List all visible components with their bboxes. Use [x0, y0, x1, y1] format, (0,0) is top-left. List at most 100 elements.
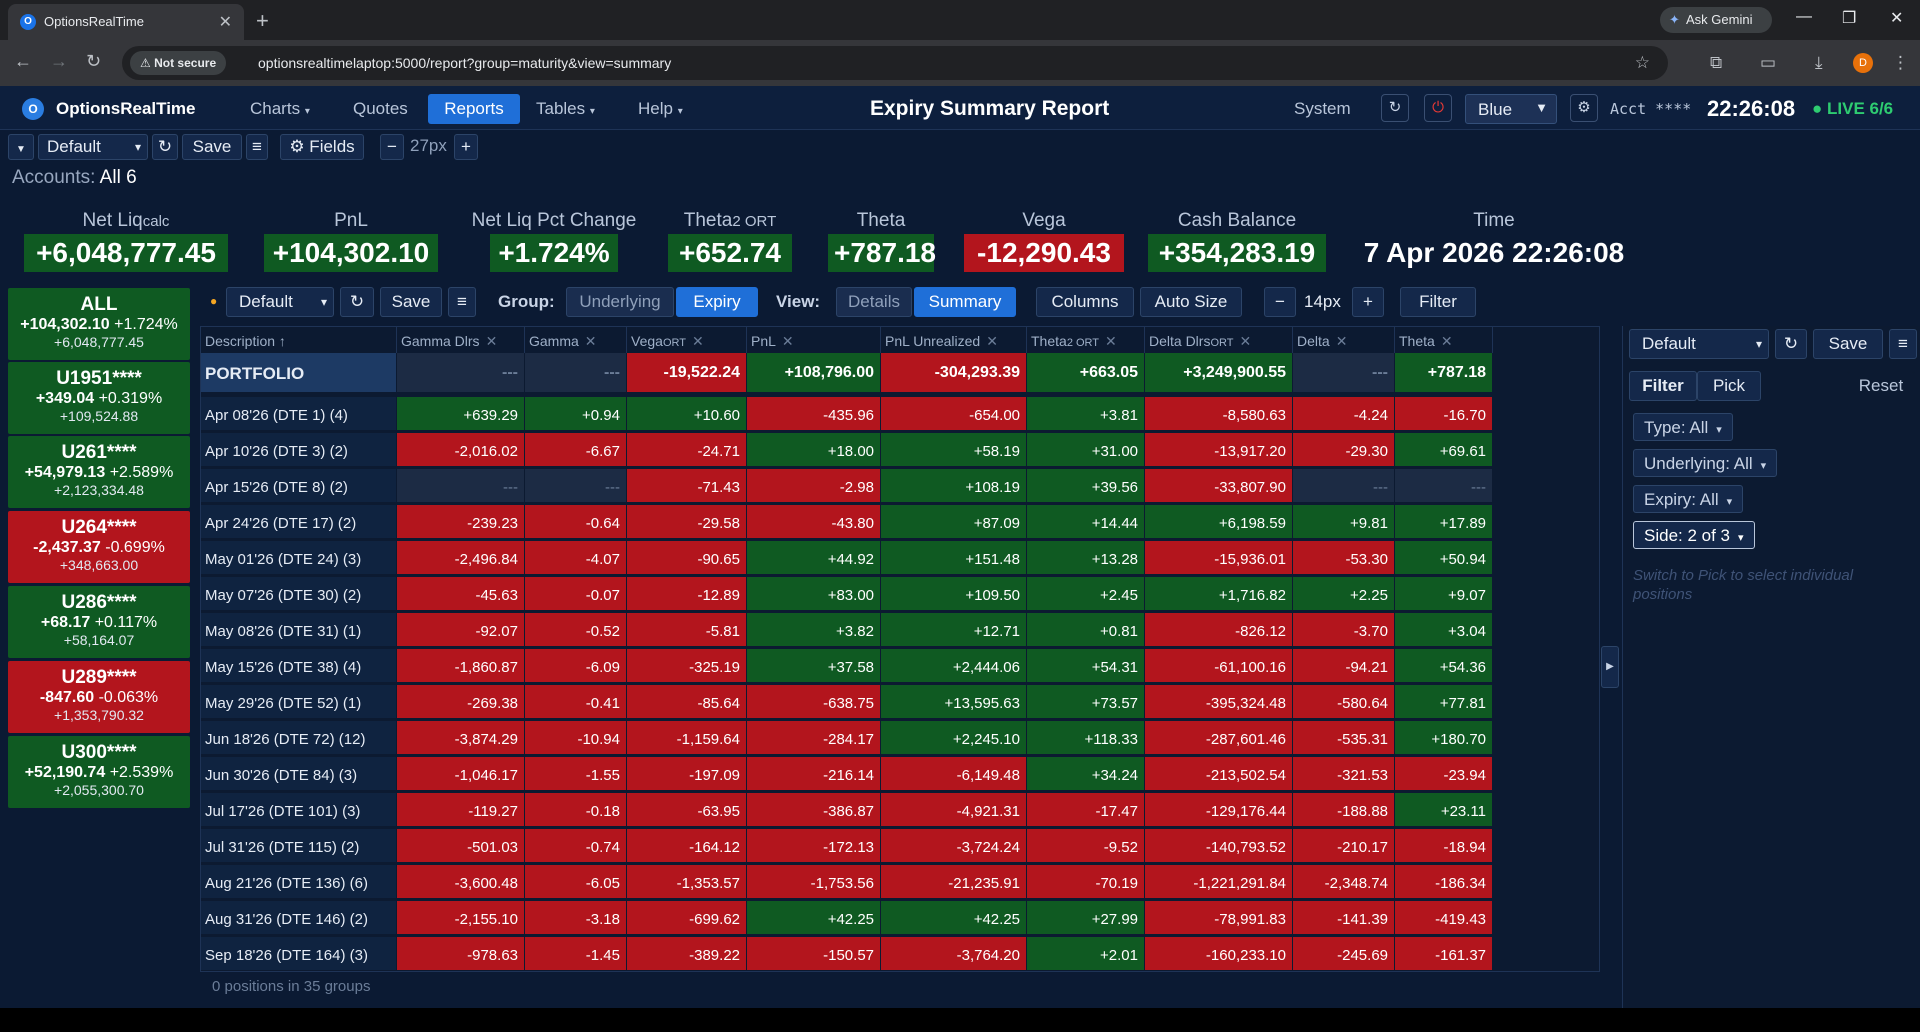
remove-column-icon[interactable]: ✕ [1440, 333, 1453, 349]
column-header[interactable]: Theta ✕ [1395, 327, 1493, 353]
account-card[interactable]: U286**** +68.17 +0.117% +58,164.07 [8, 586, 190, 658]
table-font-increase-button[interactable]: + [1352, 287, 1384, 317]
tab-pick[interactable]: Pick [1697, 371, 1761, 401]
menu-quotes[interactable]: Quotes [353, 99, 408, 118]
new-tab-icon[interactable]: + [256, 8, 269, 33]
forward-icon[interactable]: → [50, 51, 68, 71]
ask-gemini-button[interactable]: ✦ Ask Gemini [1660, 7, 1772, 33]
browser-tab[interactable]: O OptionsRealTime ✕ [8, 4, 244, 40]
group-underlying-button[interactable]: Underlying [566, 287, 674, 317]
minimize-icon[interactable]: — [1796, 8, 1812, 25]
column-header[interactable]: Gamma ✕ [525, 327, 627, 353]
remove-column-icon[interactable]: ✕ [1335, 333, 1348, 349]
table-cell: +9.81 [1293, 505, 1395, 539]
layout-menu-button[interactable]: ≡ [246, 134, 268, 160]
theme-select[interactable]: Blue ▼ [1465, 94, 1557, 124]
table-cell: -4,921.31 [881, 793, 1027, 827]
column-header-label: Vega [631, 333, 663, 349]
layout-select[interactable]: Default ▾ [38, 134, 148, 160]
table-cell: --- [525, 353, 627, 393]
table-menu-button[interactable]: ≡ [448, 287, 476, 317]
table-cell: --- [1395, 469, 1493, 503]
column-header[interactable]: Delta ✕ [1293, 327, 1395, 353]
account-card-all[interactable]: ALL +104,302.10 +1.724% +6,048,777.45 [8, 288, 190, 360]
font-decrease-button[interactable]: − [380, 134, 404, 160]
account-card[interactable]: U261**** +54,979.13 +2.589% +2,123,334.4… [8, 436, 190, 508]
accounts-label: Accounts: [12, 167, 96, 188]
address-bar[interactable]: ⚠ Not secure optionsrealtimelaptop:5000/… [122, 46, 1668, 80]
row-description: Apr 08'26 (DTE 1) (4) [201, 397, 397, 431]
account-card[interactable]: U1951**** +349.04 +0.319% +109,524.88 [8, 362, 190, 434]
reset-button[interactable]: Reset [1847, 371, 1915, 401]
font-increase-button[interactable]: + [454, 134, 478, 160]
layout-refresh-button[interactable]: ↻ [152, 134, 178, 160]
filter-layout-select[interactable]: Default ▾ [1629, 329, 1769, 359]
remove-column-icon[interactable]: ✕ [485, 333, 498, 349]
remove-column-icon[interactable]: ✕ [1239, 333, 1252, 349]
menu-reports[interactable]: Reports [428, 94, 520, 124]
column-header[interactable]: Description ↑ [201, 327, 397, 353]
metric-label-sub: 2 ORT [732, 213, 777, 230]
menu-tables[interactable]: Tables ▾ [536, 99, 595, 119]
bookmark-star-icon[interactable]: ☆ [1634, 53, 1650, 72]
remove-column-icon[interactable]: ✕ [1105, 333, 1117, 349]
column-header[interactable]: PnL ✕ [747, 327, 881, 353]
reload-icon[interactable]: ↻ [86, 51, 102, 71]
underlying-filter-chip[interactable]: Underlying: All ▾ [1633, 449, 1778, 477]
table-save-button[interactable]: Save [380, 287, 442, 317]
restore-icon[interactable]: ❐ [1842, 10, 1857, 27]
browser-menu-icon[interactable]: ⋮ [1892, 53, 1909, 72]
remove-column-icon[interactable]: ✕ [781, 333, 794, 349]
view-summary-button[interactable]: Summary [914, 287, 1016, 317]
tab-filter[interactable]: Filter [1629, 371, 1697, 401]
system-menu[interactable]: System [1294, 99, 1351, 118]
filter-save-button[interactable]: Save [1813, 329, 1883, 359]
close-tab-icon[interactable]: ✕ [218, 14, 232, 31]
table-cell: -10.94 [525, 721, 627, 755]
account-card[interactable]: U264**** -2,437.37 -0.699% +348,663.00 [8, 511, 190, 583]
remove-column-icon[interactable]: ✕ [584, 333, 597, 349]
settings-gear-icon[interactable]: ⚙ [1570, 94, 1598, 122]
table-font-decrease-button[interactable]: − [1264, 287, 1296, 317]
menu-help[interactable]: Help ▾ [638, 99, 683, 119]
brand-name[interactable]: OptionsRealTime [56, 99, 196, 118]
tab-search-icon[interactable]: ▭ [1760, 53, 1777, 72]
panel-collapse-button[interactable]: ▶ [1601, 646, 1619, 688]
view-details-button[interactable]: Details [836, 287, 912, 317]
close-window-icon[interactable]: ✕ [1890, 10, 1904, 27]
remove-column-icon[interactable]: ✕ [986, 333, 998, 349]
table-layout-select[interactable]: Default ▾ [226, 287, 334, 317]
table-refresh-button[interactable]: ↻ [340, 287, 374, 317]
column-header[interactable]: Theta2 ORT ✕ [1027, 327, 1145, 353]
account-card[interactable]: U289**** -847.60 -0.063% +1,353,790.32 [8, 661, 190, 733]
panel-toggle-button[interactable]: ▼ [8, 134, 34, 160]
profile-avatar[interactable]: D [1853, 53, 1873, 73]
columns-button[interactable]: Columns [1036, 287, 1134, 317]
power-icon[interactable]: ⏻ [1424, 94, 1452, 122]
expiry-filter-chip[interactable]: Expiry: All ▾ [1633, 485, 1744, 513]
download-icon[interactable]: ⤓ [1815, 53, 1823, 72]
account-balance: +2,055,300.70 [54, 782, 144, 798]
account-card[interactable]: U300**** +52,190.74 +2.539% +2,055,300.7… [8, 736, 190, 808]
back-icon[interactable]: ← [14, 51, 32, 71]
side-filter-chip[interactable]: Side: 2 of 3 ▾ [1633, 521, 1755, 549]
type-filter-chip[interactable]: Type: All ▾ [1633, 413, 1733, 441]
filter-refresh-button[interactable]: ↻ [1775, 329, 1807, 359]
column-header[interactable]: Gamma Dlrs ✕ [397, 327, 525, 353]
fields-button[interactable]: ⚙ Fields [280, 134, 364, 160]
column-header[interactable]: VegaORT ✕ [627, 327, 747, 353]
auto-size-button[interactable]: Auto Size [1140, 287, 1242, 317]
filter-toggle-button[interactable]: Filter [1400, 287, 1476, 317]
column-header[interactable]: Delta DlrsORT ✕ [1145, 327, 1293, 353]
extensions-icon[interactable]: ⧉ [1710, 53, 1723, 72]
table-cell: -61,100.16 [1145, 649, 1293, 683]
filter-menu-button[interactable]: ≡ [1889, 329, 1917, 359]
view-label: View: [776, 292, 821, 311]
group-expiry-button[interactable]: Expiry [676, 287, 758, 317]
refresh-icon[interactable]: ↻ [1381, 94, 1409, 122]
column-header[interactable]: PnL Unrealized ✕ [881, 327, 1027, 353]
layout-save-button[interactable]: Save [182, 134, 242, 160]
menu-charts[interactable]: Charts ▾ [250, 99, 310, 119]
remove-column-icon[interactable]: ✕ [691, 333, 704, 349]
not-secure-badge[interactable]: ⚠ Not secure [130, 51, 227, 75]
